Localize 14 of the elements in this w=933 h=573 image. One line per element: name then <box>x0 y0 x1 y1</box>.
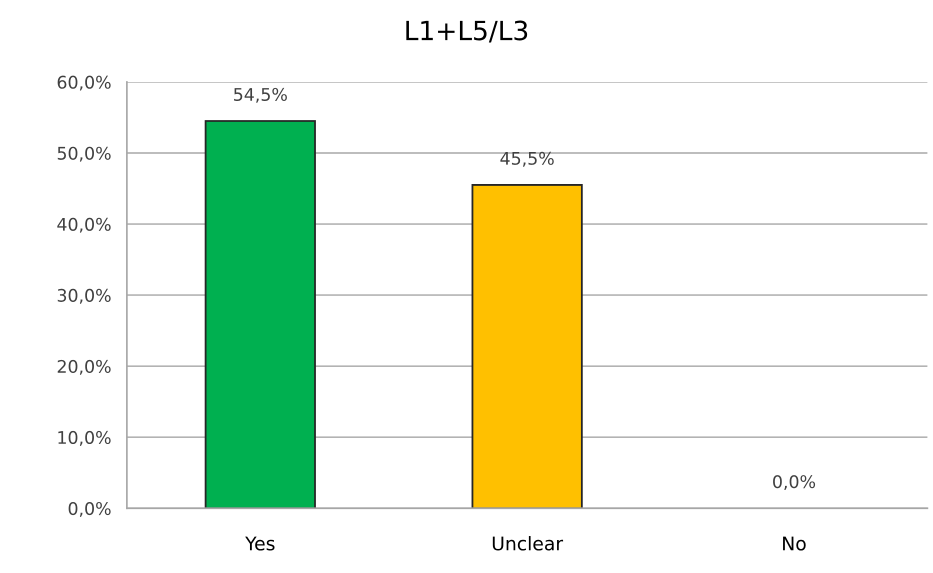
y-tick-label: 60,0% <box>58 76 111 91</box>
x-tick-label: Yes <box>245 536 275 551</box>
y-tick-label: 20,0% <box>58 360 111 375</box>
y-tick-label: 10,0% <box>58 430 111 446</box>
y-tick-label: 0,0% <box>68 502 111 517</box>
y-tick-label: 50,0% <box>58 146 111 162</box>
y-tick-label: 40,0% <box>57 218 111 233</box>
x-tick-label: Unclear <box>492 536 564 551</box>
data-label: 54,5% <box>234 88 287 103</box>
x-tick-label: No <box>783 536 806 551</box>
y-tick-label: 30,0% <box>58 288 111 304</box>
data-label: 45,5% <box>500 152 554 167</box>
chart-title: L1+L5/L3 <box>406 20 528 43</box>
data-label: 0,0% <box>773 475 816 490</box>
